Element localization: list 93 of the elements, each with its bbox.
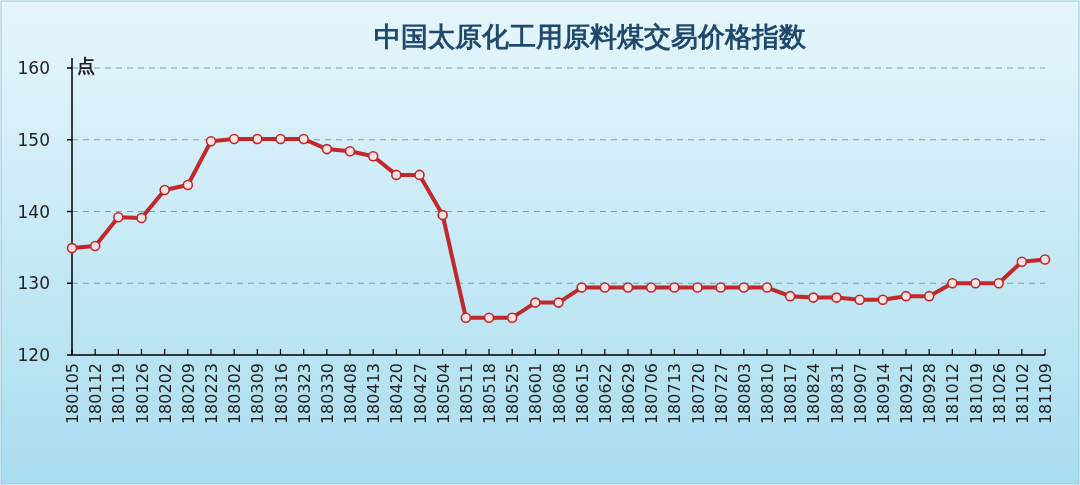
point: [228, 133, 240, 145]
point: [715, 282, 726, 293]
x-tick-label: 180810: [758, 363, 777, 425]
point: [367, 150, 379, 162]
point: [113, 211, 124, 223]
point: [622, 282, 634, 293]
point: [66, 242, 78, 254]
x-tick-label: 180629: [619, 363, 638, 425]
point: [530, 297, 541, 308]
x-tick-label: 180323: [294, 363, 314, 425]
point: [205, 135, 217, 147]
point: [414, 169, 425, 181]
x-tick-label: 180302: [225, 363, 245, 425]
y-tick-label: 130: [17, 273, 50, 294]
point: [947, 277, 958, 289]
point: [923, 290, 935, 302]
x-tick-label: 180504: [433, 363, 453, 425]
x-tick-label: 180824: [804, 363, 824, 425]
x-tick-label: 180817: [781, 363, 801, 425]
point: [159, 184, 170, 196]
point: [993, 277, 1004, 289]
x-tick-label: 181019: [966, 363, 986, 425]
x-tick-label: 180511: [456, 363, 476, 425]
x-tick-label: 180803: [734, 363, 754, 425]
point: [89, 240, 101, 252]
x-tick-label: 180202: [155, 363, 175, 425]
point: [344, 145, 356, 157]
x-tick-label: 180209: [178, 363, 198, 425]
point: [298, 133, 309, 145]
point: [1039, 254, 1051, 265]
point: [900, 290, 912, 302]
point: [136, 212, 147, 224]
x-tick-label: 180330: [317, 363, 337, 425]
x-tick-label: 180907: [850, 363, 870, 425]
x-tick-label: 180713: [665, 363, 685, 425]
x-tick-label: 180223: [202, 363, 221, 425]
y-tick-label: 160: [17, 58, 50, 78]
point: [483, 312, 495, 323]
point: [808, 292, 819, 303]
point: [669, 282, 680, 293]
x-tick-label: 180525: [503, 363, 523, 425]
x-tick-label: 180921: [897, 363, 916, 425]
point: [275, 133, 286, 145]
point: [437, 209, 448, 221]
x-tick-label: 180615: [572, 363, 592, 425]
point: [1016, 256, 1028, 268]
x-tick-label: 180831: [827, 363, 847, 425]
x-tick-label: 180427: [410, 363, 430, 425]
point: [692, 282, 703, 293]
x-tick-label: 181109: [1036, 363, 1055, 425]
y-axis-title: 点: [77, 55, 95, 76]
x-tick-label: 180413: [364, 363, 384, 425]
point: [460, 312, 472, 323]
point: [831, 292, 842, 303]
x-tick-label: 180408: [341, 363, 360, 425]
x-tick-label: 180112: [86, 363, 106, 425]
point: [645, 282, 657, 293]
x-tick-label: 180727: [711, 363, 731, 425]
point: [576, 282, 587, 293]
point: [321, 143, 333, 155]
x-tick-label: 180914: [873, 363, 893, 425]
point: [970, 277, 981, 289]
x-tick-label: 180518: [480, 363, 499, 425]
point: [784, 290, 796, 302]
x-tick-label: 180720: [688, 363, 708, 425]
chart-title: 中国太原化工用原料煤交易价格指数: [374, 21, 807, 52]
point: [761, 282, 773, 293]
x-tick-label: 180601: [526, 363, 546, 425]
point: [391, 169, 402, 181]
x-tick-label: 180126: [132, 363, 152, 425]
y-tick-label: 150: [17, 129, 50, 150]
x-tick-label: 181102: [1012, 363, 1032, 425]
x-tick-label: 180105: [63, 363, 82, 425]
x-tick-label: 180420: [387, 363, 407, 425]
x-tick-label: 181026: [989, 363, 1009, 425]
x-tick-label: 180622: [595, 363, 615, 425]
point: [252, 133, 263, 145]
point: [738, 282, 750, 293]
point: [553, 297, 564, 308]
x-tick-label: 180608: [549, 363, 569, 425]
point: [599, 282, 611, 293]
x-tick-label: 180928: [920, 363, 940, 425]
y-tick-label: 120: [17, 345, 50, 365]
x-tick-label: 180309: [248, 363, 268, 425]
point: [506, 312, 518, 323]
y-tick-label: 140: [17, 201, 50, 222]
x-tick-label: 181012: [943, 363, 963, 425]
x-tick-label: 180706: [642, 363, 662, 425]
point: [854, 294, 865, 306]
x-tick-label: 180119: [109, 363, 129, 425]
x-tick-label: 180316: [271, 363, 291, 425]
point: [182, 179, 194, 191]
point: [877, 294, 889, 306]
